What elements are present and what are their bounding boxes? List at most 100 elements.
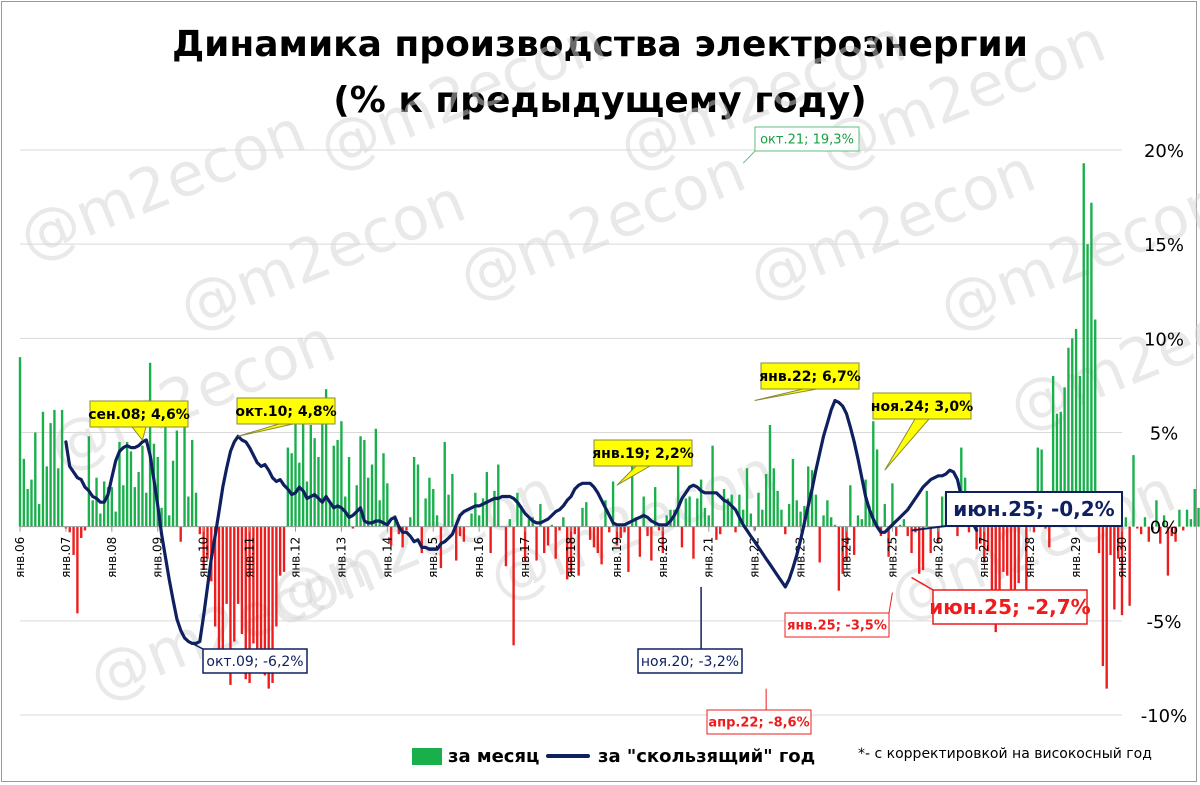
monthly-bar — [168, 515, 171, 527]
monthly-bar — [1067, 347, 1070, 527]
monthly-bar — [1109, 526, 1112, 555]
monthly-bar — [1162, 515, 1166, 527]
monthly-bar — [37, 504, 41, 527]
monthly-bar — [493, 490, 496, 527]
monthly-bar — [757, 492, 760, 527]
monthly-bar — [646, 526, 649, 537]
monthly-bar — [106, 487, 110, 527]
monthly-bar — [1139, 526, 1143, 535]
callout-box — [932, 589, 1088, 625]
monthly-bar — [1002, 526, 1005, 572]
monthly-bar — [1055, 413, 1059, 527]
monthly-bar — [275, 526, 278, 627]
y-tick-label: 10% — [1144, 329, 1184, 350]
monthly-bar — [929, 526, 932, 554]
monthly-bar — [367, 477, 370, 527]
x-tick-label: янв.21 — [702, 537, 716, 578]
y-tick-label: 0% — [1150, 518, 1179, 539]
monthly-bar — [160, 507, 163, 527]
monthly-bar — [432, 489, 435, 527]
monthly-bar — [164, 421, 167, 527]
x-tick-label: янв.16 — [472, 537, 486, 578]
monthly-bar — [416, 464, 420, 527]
callout-leader — [911, 576, 934, 591]
callout-leader — [191, 642, 204, 650]
monthly-bar — [424, 498, 427, 527]
monthly-bar — [956, 526, 959, 537]
monthly-bar — [902, 519, 906, 527]
monthly-bar — [378, 500, 381, 527]
monthly-bar — [1059, 411, 1062, 527]
monthly-bar — [558, 526, 561, 531]
monthly-bar — [309, 424, 312, 527]
monthly-bar — [581, 507, 584, 527]
monthly-bar — [179, 526, 182, 542]
monthly-bar — [627, 526, 630, 572]
monthly-bar — [1136, 526, 1139, 529]
monthly-bar — [742, 509, 745, 527]
monthly-bar — [791, 458, 795, 527]
monthly-bar — [206, 526, 209, 559]
monthly-bar — [259, 526, 263, 670]
monthly-bar — [347, 456, 351, 527]
monthly-bar — [435, 515, 439, 527]
monthly-bar — [611, 481, 615, 527]
monthly-bar — [1166, 526, 1170, 576]
x-tick-label: янв.08 — [105, 537, 119, 578]
monthly-bar — [1063, 387, 1066, 527]
monthly-bar — [386, 483, 389, 527]
monthly-bar — [852, 526, 856, 555]
monthly-bar — [642, 496, 645, 527]
monthly-bar — [818, 526, 821, 563]
callouts: сен.08; 4,6% окт.10; 4,8% янв.19; 2,2% янв.… — [88, 126, 1123, 735]
monthly-bar — [1097, 526, 1101, 554]
monthly-bar — [508, 519, 511, 527]
monthly-bar — [336, 440, 339, 527]
x-tick-label: янв.27 — [977, 537, 991, 578]
monthly-bar — [175, 430, 179, 527]
monthly-bar — [653, 487, 657, 527]
monthly-bar — [738, 494, 741, 527]
x-tick-label: янв.14 — [380, 537, 394, 578]
monthly-bar — [370, 464, 374, 527]
callout-box — [637, 648, 743, 674]
monthly-bar — [355, 485, 358, 527]
monthly-bar — [600, 526, 603, 565]
monthly-bar — [539, 504, 542, 527]
legend-monthly-swatch — [412, 747, 442, 765]
monthly-bar — [925, 490, 929, 527]
monthly-bar — [1193, 489, 1196, 527]
monthly-bar — [562, 517, 565, 527]
callout-label: окт.21; 19,3% — [760, 133, 854, 148]
monthly-bar — [814, 494, 818, 527]
monthly-bar — [772, 468, 775, 527]
monthly-bar — [60, 409, 64, 527]
monthly-bar — [137, 472, 140, 527]
monthly-bar — [1048, 526, 1051, 548]
monthly-bar — [171, 460, 175, 527]
y-tick-label: -10% — [1141, 706, 1188, 727]
x-tick-label: янв.09 — [151, 537, 165, 578]
monthly-bar — [187, 496, 190, 527]
rolling-year-line — [64, 398, 979, 646]
monthly-bar — [707, 515, 710, 527]
x-tick-label: янв.07 — [59, 537, 73, 578]
monthly-bar — [244, 526, 247, 680]
monthly-bar — [990, 526, 994, 625]
monthly-bar — [53, 409, 56, 527]
callout-label: окт.10; 4,8% — [235, 404, 336, 420]
monthly-bar — [233, 526, 236, 642]
monthly-bar — [279, 526, 282, 576]
monthly-bar — [455, 526, 458, 561]
x-tick-label: янв.26 — [931, 537, 945, 578]
monthly-bar — [826, 500, 829, 527]
monthly-bar — [49, 423, 52, 527]
x-tick-label: янв.30 — [1115, 537, 1129, 578]
monthly-bar — [569, 526, 573, 574]
monthly-bar — [745, 468, 749, 527]
monthly-bar — [822, 515, 825, 527]
monthly-bar — [715, 526, 718, 540]
monthly-bar — [891, 483, 894, 527]
monthly-bar — [527, 519, 531, 527]
